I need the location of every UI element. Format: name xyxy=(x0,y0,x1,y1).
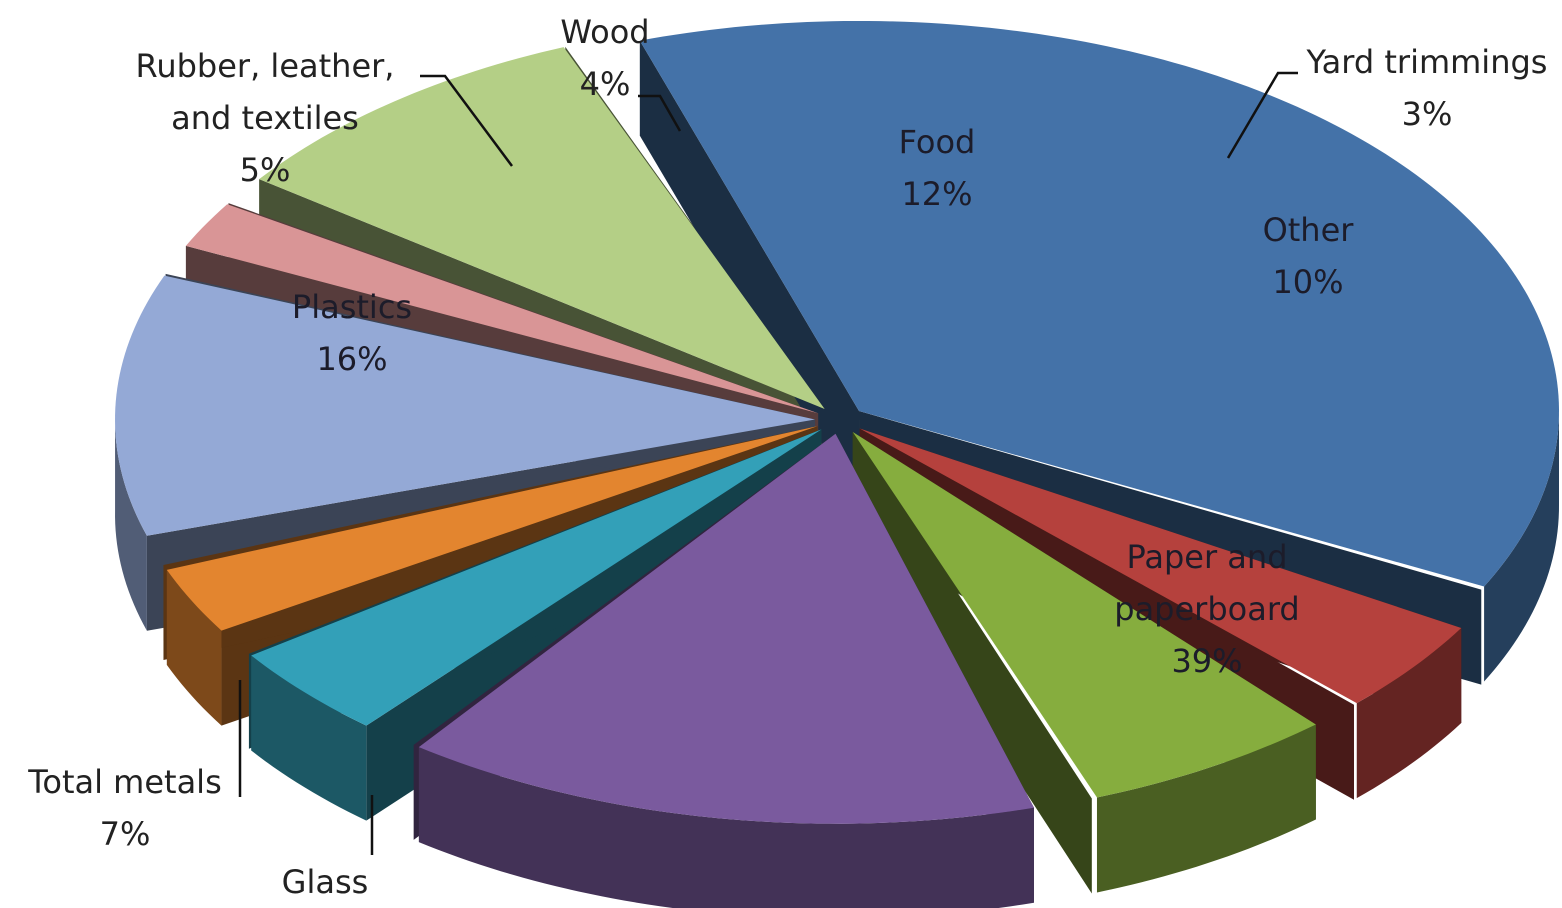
slice-paper-and-paperboard xyxy=(639,20,1560,587)
slice-label-line: Other xyxy=(1263,211,1355,249)
slice-rubber-leather-and-textiles xyxy=(251,429,822,726)
slice-label-line: 16% xyxy=(316,340,387,378)
slice-outer-wall-4 xyxy=(251,655,367,821)
slice-outer-wall-5 xyxy=(166,569,222,726)
slice-label-line: 12% xyxy=(901,175,972,213)
slice-label-line: Plastics xyxy=(292,288,412,326)
slice-total-metals xyxy=(852,431,1316,798)
leader-line-5 xyxy=(638,94,682,132)
slice-label-line: Glass xyxy=(282,863,369,901)
slice-label-food: Food 12% xyxy=(899,123,976,213)
slice-label-line: Yard trimmings xyxy=(1306,43,1548,81)
slice-label-line: 5% xyxy=(240,151,291,189)
slice-outer-wall-3 xyxy=(418,747,1034,908)
leader-lines xyxy=(238,71,1298,855)
slice-label-line: 39% xyxy=(1171,642,1242,680)
slice-label-line: 7% xyxy=(100,815,151,853)
slice-glass xyxy=(859,428,1462,704)
slice-label-line: 10% xyxy=(1272,263,1343,301)
slice-label-line: Food xyxy=(899,123,976,161)
slice-outer-wall-1 xyxy=(1356,628,1462,799)
slice-outer-wall-2 xyxy=(1096,724,1316,893)
slice-yard-trimmings xyxy=(185,204,819,414)
slice-label-rubber-leather-and-textiles: Rubber, leather, and textiles 5% xyxy=(136,47,395,189)
slice-labels: Paper and paperboard 39% Glass Total metals 7… xyxy=(27,13,1547,901)
slice-wood xyxy=(166,426,818,631)
slice-other xyxy=(259,47,825,409)
slice-outer-wall-6 xyxy=(115,415,147,631)
slice-label-line: Total metals xyxy=(27,763,221,801)
slice-tops xyxy=(115,20,1560,824)
slice-label-plastics: Plastics 16% xyxy=(292,288,412,378)
slice-plastics xyxy=(418,433,1034,824)
slice-outer-wall-0 xyxy=(1484,409,1560,682)
slice-label-line: Paper and xyxy=(1127,538,1288,576)
slice-label-paper-and-paperboard: Paper and paperboard 39% xyxy=(1114,538,1299,680)
slice-label-line: 3% xyxy=(1402,95,1453,133)
slice-label-line: and textiles xyxy=(171,99,359,137)
slice-label-line: paperboard xyxy=(1114,590,1299,628)
leader-line-4 xyxy=(420,74,514,167)
slice-label-line: Wood xyxy=(560,13,649,51)
slice-label-line: 4% xyxy=(580,65,631,103)
leader-line-7 xyxy=(1226,71,1298,159)
slice-label-total-metals: Total metals 7% xyxy=(27,763,221,853)
slice-wall-5-1 xyxy=(163,426,818,661)
slice-wall-2-1 xyxy=(852,431,1092,894)
slice-label-other: Other 10% xyxy=(1263,211,1355,301)
slice-label-glass: Glass xyxy=(282,863,369,901)
slice-food xyxy=(115,275,816,536)
slice-label-line: Rubber, leather, xyxy=(136,47,395,85)
slice-label-yard-trimmings: Yard trimmings 3% xyxy=(1306,43,1548,133)
slice-label-wood: Wood 4% xyxy=(560,13,649,103)
